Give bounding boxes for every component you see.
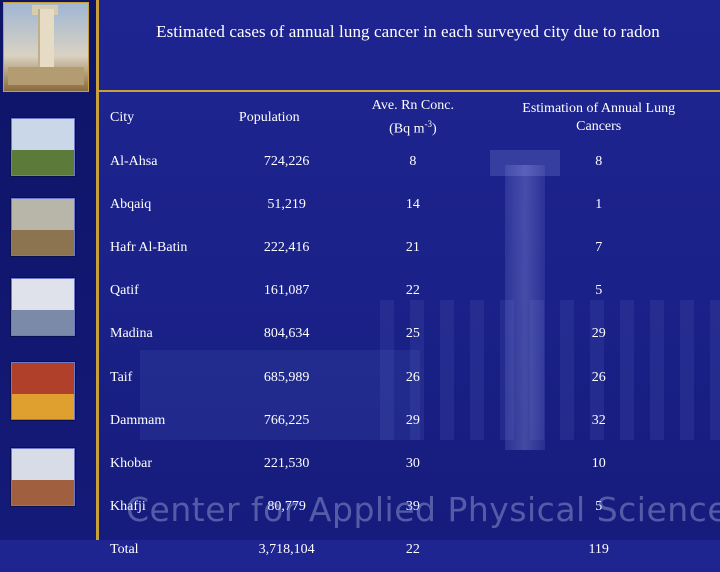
lab-equipment-photo (11, 278, 75, 336)
header-rn-conc: Ave. Rn Conc. (Bq m-3) (348, 90, 477, 140)
cell-cancers: 8 (595, 153, 603, 169)
cell-rn: 29 (405, 412, 420, 428)
background-tower-top-image (490, 150, 560, 176)
cell-population: 51,219 (267, 196, 306, 212)
cell-population: 161,087 (263, 283, 310, 299)
instrument-photo (11, 362, 75, 420)
header-est-line1: Estimation of Annual Lung (522, 101, 676, 116)
table-row: Al-Ahsa 724,226 8 8 (104, 140, 720, 183)
header-rn-unit: (Bq m (389, 121, 425, 137)
palm-tree-photo (11, 118, 75, 176)
cell-cancers: 26 (591, 369, 606, 385)
cell-cancers: 5 (595, 499, 603, 515)
cell-rn: 8 (409, 153, 417, 169)
background-arches-image (380, 300, 720, 440)
cell-rn: 21 (405, 239, 420, 255)
header-rn-line1: Ave. Rn Conc. (371, 98, 454, 114)
cell-city: Abqaiq (110, 196, 152, 212)
table-row: Khobar 221,530 30 10 (104, 442, 720, 485)
cell-cancers: 10 (591, 455, 606, 471)
cell-rn: 25 (405, 326, 420, 342)
photo-strip (0, 0, 99, 540)
background-tower-image (505, 165, 545, 450)
table-row: Taif 685,989 26 26 (104, 356, 720, 399)
table-row: Madina 804,634 25 29 (104, 313, 720, 356)
cell-population: 3,718,104 (258, 542, 315, 558)
cell-city: Khafji (110, 499, 146, 515)
cell-cancers: 29 (591, 326, 606, 342)
cell-population: 724,226 (263, 153, 310, 169)
cell-rn: 22 (405, 542, 420, 558)
cell-city: Khobar (110, 455, 152, 471)
cell-cancers: 119 (588, 542, 609, 558)
header-rn-unit-close: ) (432, 121, 437, 137)
cell-city: Qatif (110, 283, 139, 299)
cell-population: 804,634 (263, 326, 310, 342)
table-row: Dammam 766,225 29 32 (104, 399, 720, 442)
header-est-line2: Cancers (576, 119, 622, 134)
table-row: Abqaiq 51,219 14 1 (104, 183, 720, 226)
cell-city: Madina (110, 326, 153, 342)
cell-population: 685,989 (263, 369, 310, 385)
table-header-row: City Population Ave. Rn Conc. (Bq m-3) E… (104, 90, 720, 140)
cell-city: Dammam (110, 412, 166, 428)
cell-cancers: 1 (595, 196, 603, 212)
cell-rn: 39 (405, 499, 420, 515)
cell-population: 766,225 (263, 412, 310, 428)
table-total-row: Total 3,718,104 22 119 (104, 529, 720, 572)
table-row: Qatif 161,087 22 5 (104, 270, 720, 313)
slide-title: Estimated cases of annual lung cancer in… (156, 22, 660, 41)
tower-shape (38, 9, 54, 71)
cell-city: Total (110, 542, 139, 558)
building-shape (8, 67, 84, 85)
radon-table: City Population Ave. Rn Conc. (Bq m-3) E… (104, 90, 720, 572)
header-city: City (110, 110, 135, 125)
cell-population: 80,779 (267, 499, 306, 515)
cell-cancers: 32 (591, 412, 606, 428)
cell-cancers: 5 (595, 283, 603, 299)
cell-rn: 30 (405, 455, 420, 471)
background-pool-image (140, 350, 420, 440)
cell-city: Taif (110, 369, 133, 385)
cell-rn: 26 (405, 369, 420, 385)
header-population: Population (238, 110, 300, 125)
header-estimation: Estimation of Annual Lung Cancers (477, 90, 720, 140)
cell-city: Al-Ahsa (110, 153, 158, 169)
table-row: Hafr Al-Batin 222,416 21 7 (104, 226, 720, 269)
tower-photo (3, 2, 89, 92)
cell-population: 222,416 (263, 239, 310, 255)
cell-rn: 14 (405, 196, 420, 212)
center-watermark: Center for Applied Physical Sciences (126, 490, 720, 529)
table-row: Khafji 80,779 39 5 (104, 486, 720, 529)
cell-cancers: 7 (595, 239, 603, 255)
researcher-photo (11, 448, 75, 506)
cell-city: Hafr Al-Batin (110, 239, 188, 255)
cell-rn: 22 (405, 283, 420, 299)
title-divider (99, 90, 720, 92)
field-workers-photo (11, 198, 75, 256)
header-rn-unit-exponent: -3 (424, 119, 433, 130)
cell-population: 221,530 (263, 455, 310, 471)
